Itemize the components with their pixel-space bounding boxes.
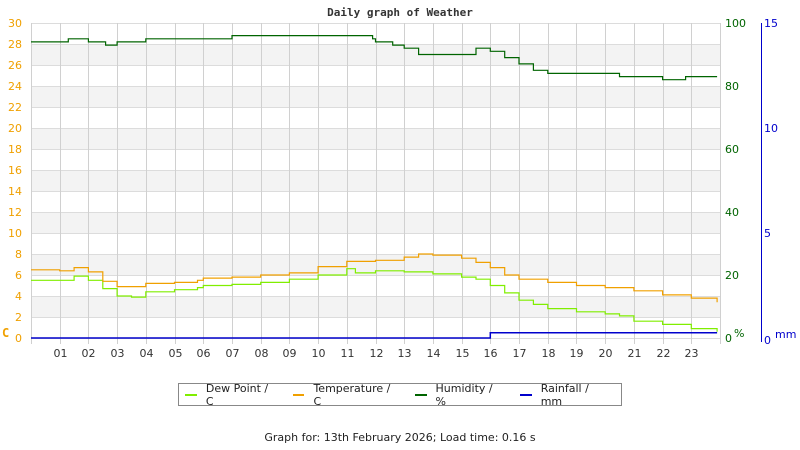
x-tick-label: 22 — [657, 347, 671, 360]
humidity-line — [31, 35, 718, 81]
x-tick-label: 20 — [599, 347, 613, 360]
grid-band — [31, 170, 720, 191]
y-tick-label-rainfall: 5 — [764, 227, 771, 240]
x-tick-label: 01 — [54, 347, 68, 360]
y-tick-label-temperature: 30 — [8, 17, 22, 30]
y-tick-label-temperature: 28 — [8, 38, 22, 51]
graph-footer: Graph for: 13th February 2026; Load time… — [264, 431, 536, 444]
legend-label: Rainfall / mm — [540, 381, 589, 408]
y-tick-label-temperature: 26 — [8, 59, 22, 72]
left-axis-unit: C — [2, 326, 9, 340]
right-axis-unit-percent: % — [734, 327, 744, 340]
dew-point-swatch-icon — [185, 393, 197, 396]
legend-item-dew-point: Dew Point / C — [185, 382, 279, 408]
x-tick-label: 18 — [542, 347, 556, 360]
x-tick-label: 17 — [513, 347, 527, 360]
y-tick-label-humidity: 60 — [725, 143, 739, 156]
y-tick-label-temperature: 0 — [15, 332, 22, 345]
x-tick-label: 06 — [197, 347, 211, 360]
x-tick-label: 07 — [226, 347, 240, 360]
rainfall-line — [31, 332, 718, 339]
y-tick-label-temperature: 20 — [8, 122, 22, 135]
x-tick-label: 05 — [169, 347, 183, 360]
legend-label: Humidity / % — [435, 381, 493, 408]
right-axis-unit-mm: mm — [775, 328, 796, 341]
y-tick-label-temperature: 18 — [8, 143, 22, 156]
y-tick-label-humidity: 20 — [725, 269, 739, 282]
dew-point-line — [31, 268, 718, 332]
x-tick-label: 12 — [370, 347, 384, 360]
x-tick-label: 04 — [140, 347, 154, 360]
chart-title: Daily graph of Weather — [327, 6, 473, 19]
y-tick-label-temperature: 6 — [15, 269, 22, 282]
legend-item-humidity: Humidity / % — [414, 381, 506, 408]
x-tick-label: 15 — [456, 347, 470, 360]
x-tick-label: 11 — [341, 347, 355, 360]
legend-item-rainfall: Rainfall / mm — [519, 381, 613, 408]
legend-label: Temperature / C — [313, 381, 391, 408]
x-tick-label: 21 — [628, 347, 642, 360]
y-tick-label-humidity: 80 — [725, 80, 739, 93]
x-tick-label: 19 — [570, 347, 584, 360]
x-tick-label: 08 — [255, 347, 269, 360]
temperature-swatch-icon — [292, 393, 305, 396]
x-tick-label: 23 — [685, 347, 699, 360]
y-tick-label-temperature: 4 — [15, 290, 22, 303]
y-tick-label-humidity: 0 — [725, 332, 732, 345]
y-tick-label-temperature: 10 — [8, 227, 22, 240]
x-tick-label: 14 — [427, 347, 441, 360]
temperature-line — [31, 253, 718, 303]
legend-label: Dew Point / C — [205, 381, 269, 408]
grid-band — [31, 128, 720, 149]
y-tick-label-temperature: 2 — [15, 311, 22, 324]
y-tick-label-humidity: 40 — [725, 206, 739, 219]
y-tick-label-rainfall: 10 — [764, 122, 778, 135]
y-tick-label-temperature: 16 — [8, 164, 22, 177]
legend-item-temperature: Temperature / C — [292, 381, 401, 408]
grid-band — [31, 212, 720, 233]
x-tick-label: 09 — [283, 347, 297, 360]
y-tick-label-rainfall: 0 — [764, 334, 771, 347]
y-tick-label-temperature: 22 — [8, 101, 22, 114]
chart-legend: Dew Point / C Temperature / C Humidity /… — [178, 381, 622, 408]
x-tick-label: 10 — [312, 347, 326, 360]
y-tick-label-temperature: 14 — [8, 185, 22, 198]
y-tick-label-rainfall: 15 — [764, 17, 778, 30]
y-tick-label-temperature: 8 — [15, 248, 22, 261]
y-tick-label-temperature: 12 — [8, 206, 22, 219]
x-tick-label: 02 — [82, 347, 96, 360]
x-tick-label: 13 — [398, 347, 412, 360]
humidity-swatch-icon — [414, 393, 427, 396]
grid-band — [31, 44, 720, 65]
grid-band — [31, 86, 720, 107]
y-tick-label-temperature: 24 — [8, 80, 22, 93]
x-tick-label: 03 — [111, 347, 125, 360]
y-tick-label-humidity: 100 — [725, 17, 746, 30]
x-tick-label: 16 — [484, 347, 498, 360]
rainfall-swatch-icon — [519, 393, 532, 396]
weather-chart: 01 02 03 04 05 06 07 08 09 10 11 12 13 14 15 16 17 18 19 20… — [2, 17, 796, 360]
